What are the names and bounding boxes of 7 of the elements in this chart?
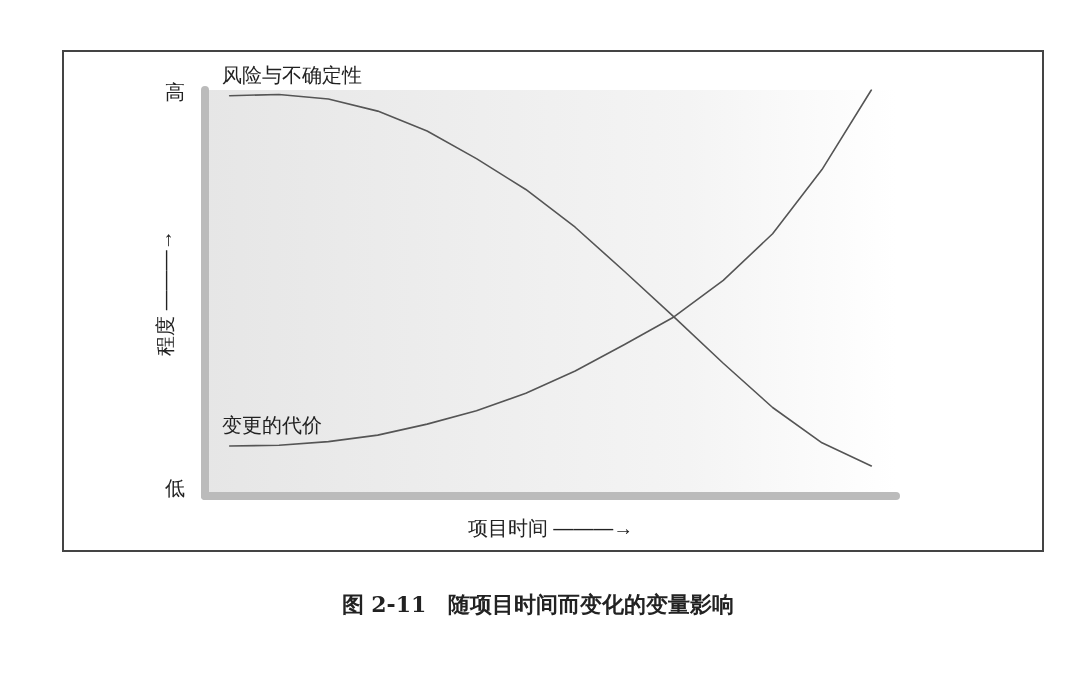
text: 低 [165, 476, 185, 500]
series-label: 变更的代价 [221, 413, 322, 438]
series-label: 风险与不确定性 [221, 62, 362, 87]
x-axis-title: 项目时间 ———→ [467, 517, 634, 539]
text: 图 2-11 随项目时间而变化的变量影响 [341, 591, 735, 617]
text: 高 [165, 80, 185, 104]
y-axis-title: 程度 ———→ [154, 230, 176, 356]
